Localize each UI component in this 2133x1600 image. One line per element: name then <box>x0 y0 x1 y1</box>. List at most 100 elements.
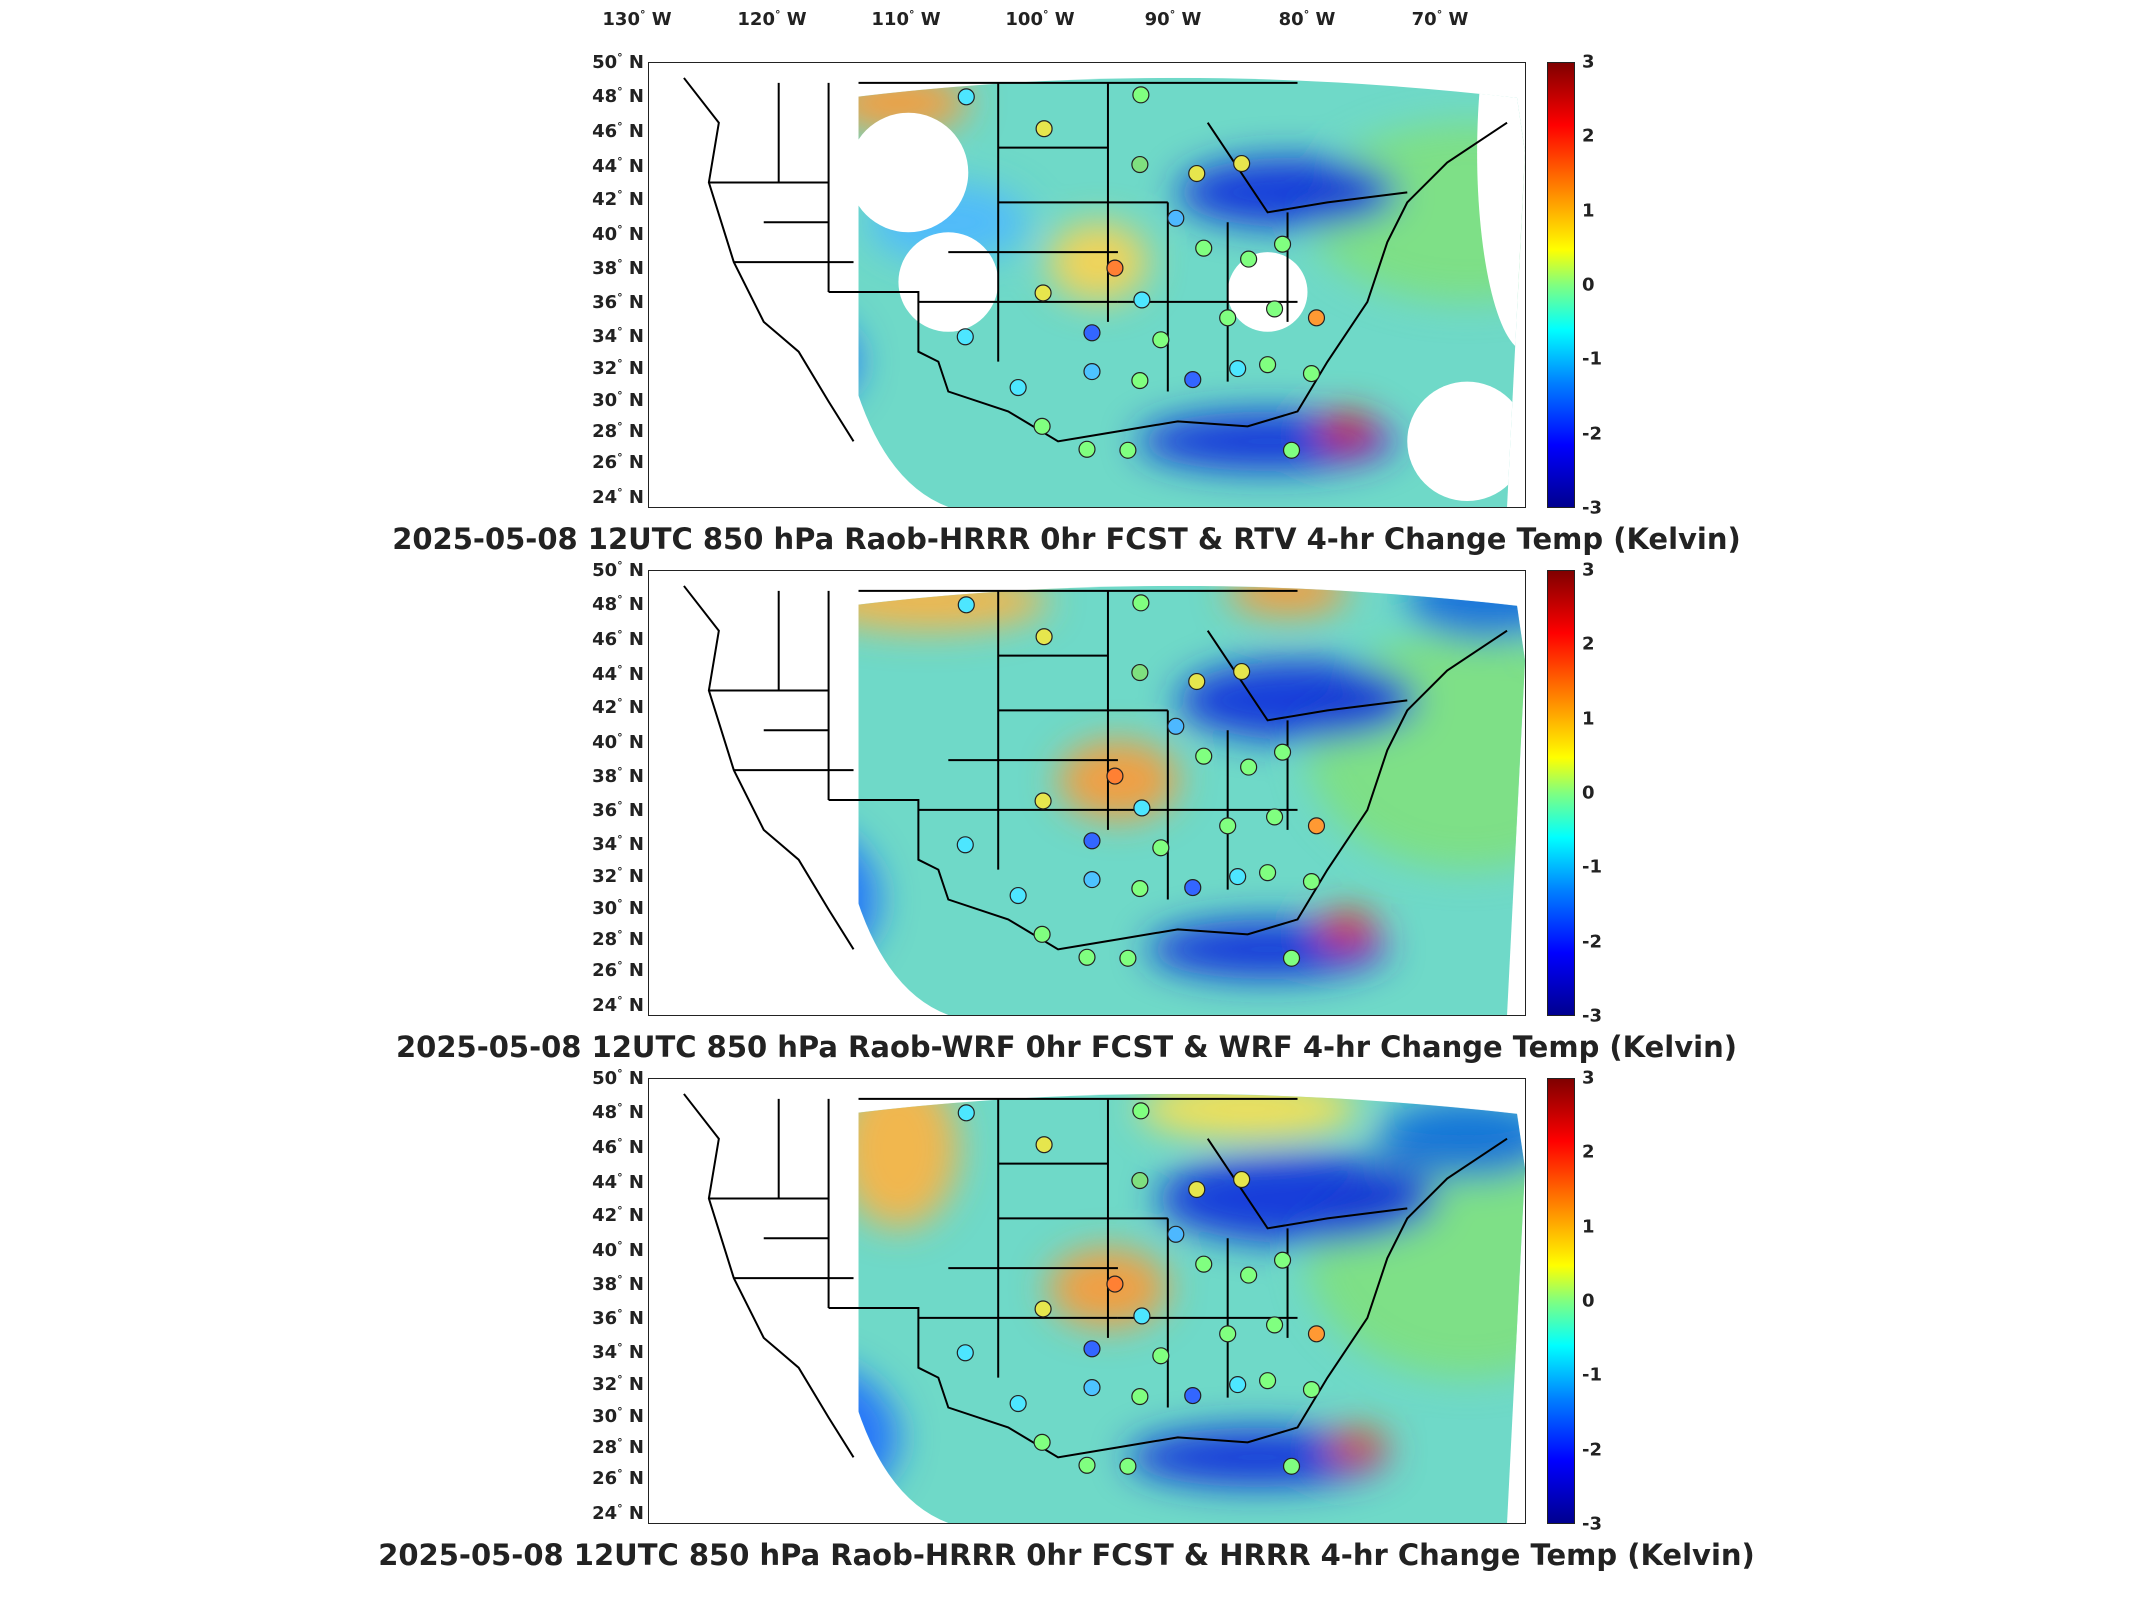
colorbar-ticks: 3 2 1 0 -1 -2 -3 <box>1582 1068 1622 1535</box>
latitude-tick-label: 34° N <box>592 1341 644 1364</box>
raob-station-marker <box>1083 1340 1101 1358</box>
raob-station-marker <box>1133 1307 1151 1325</box>
latitude-tick-label: 48° N <box>592 1101 644 1124</box>
raob-station-marker <box>1035 120 1053 138</box>
boundary-outline <box>828 1137 1508 1459</box>
colorbar-ticks: 3 2 1 0 -1 -2 -3 <box>1582 52 1622 519</box>
latitude-tick-label: 24° N <box>592 993 644 1016</box>
raob-station-marker <box>1184 1387 1202 1405</box>
raob-station-marker <box>1083 324 1101 342</box>
longitude-tick-label: 120° W <box>737 8 807 30</box>
boundary-outline <box>1117 1138 1408 1408</box>
colorbar-tick-label: -3 <box>1582 1513 1602 1535</box>
latitude-tick-label: 24° N <box>592 1501 644 1524</box>
latitude-tick-label: 50° N <box>592 559 644 581</box>
longitude-tick-label: 130° W <box>602 8 672 30</box>
panel-title: 2025-05-08 12UTC 850 hPa Raob-HRRR 0hr F… <box>392 522 1741 556</box>
latitude-tick-label: 30° N <box>592 389 644 412</box>
raob-station-marker <box>1240 1266 1258 1284</box>
raob-station-marker <box>1131 1171 1149 1190</box>
boundary-outline <box>683 1093 855 1458</box>
colorbar-tick-label: 1 <box>1582 200 1595 222</box>
raob-station-marker <box>1131 155 1149 174</box>
field-anomaly <box>1317 411 1378 452</box>
raob-station-marker <box>1302 873 1321 891</box>
colorbar-tick-label: 0 <box>1582 782 1595 804</box>
raob-station-marker <box>1219 817 1237 835</box>
latitude-tick-label: 46° N <box>592 627 644 650</box>
raob-station-marker <box>1195 1255 1213 1273</box>
missing-data-area <box>1407 381 1525 502</box>
colorbar-tick-label: 2 <box>1582 633 1595 655</box>
unshaded-west <box>649 1079 859 1523</box>
raob-station-marker <box>1273 235 1292 253</box>
latitude-tick-label: 32° N <box>592 356 644 379</box>
colorbar <box>1547 1078 1575 1524</box>
raob-station-marker <box>1034 284 1052 302</box>
latitude-tick-label: 44° N <box>592 155 644 178</box>
latitude-tick-label: 30° N <box>592 897 644 920</box>
colorbar-tick-label: -2 <box>1582 931 1602 953</box>
colorbar-tick-label: 1 <box>1582 1216 1595 1238</box>
raob-station-marker <box>1307 309 1326 327</box>
raob-station-marker <box>1302 1381 1321 1399</box>
temperature-change-map <box>648 570 1526 1016</box>
missing-data-area <box>1227 252 1308 332</box>
latitude-tick-label: 26° N <box>592 958 644 981</box>
latitude-tick-label: 28° N <box>592 927 644 950</box>
raob-station-marker <box>1119 441 1137 459</box>
latitude-tick-label: 36° N <box>592 798 644 821</box>
latitude-tick-label: 42° N <box>592 1204 644 1227</box>
raob-station-marker <box>1259 864 1277 882</box>
latitude-axis: 50° N 48° N 46° N 44° N 42° N 40° N 38° N 36° N… <box>580 559 644 1016</box>
field-anomaly <box>1157 1153 1438 1244</box>
latitude-axis: 50° N 48° N 46° N 44° N 42° N 40° N 38° N 36° N… <box>580 51 644 508</box>
map-canvas <box>649 1079 1525 1523</box>
raob-station-marker <box>1132 86 1150 104</box>
raob-station-marker <box>1307 1325 1326 1343</box>
raob-station-marker <box>1240 758 1258 776</box>
raob-station-marker <box>1106 259 1124 277</box>
latitude-tick-label: 46° N <box>592 119 644 142</box>
raob-station-marker <box>1184 371 1202 389</box>
boundary-outline <box>708 82 854 292</box>
raob-station-marker <box>1233 154 1251 173</box>
raob-station-marker <box>1106 1275 1124 1293</box>
colorbar-tick-label: -1 <box>1582 348 1602 370</box>
raob-station-marker <box>1265 1316 1284 1334</box>
raob-station-marker <box>1152 839 1170 857</box>
latitude-tick-label: 32° N <box>592 864 644 887</box>
latitude-tick-label: 48° N <box>592 85 644 108</box>
latitude-tick-label: 38° N <box>592 765 644 788</box>
colorbar-tick-label: -1 <box>1582 856 1602 878</box>
latitude-tick-label: 38° N <box>592 1273 644 1296</box>
raob-station-marker <box>1119 1457 1137 1475</box>
latitude-axis: 50° N 48° N 46° N 44° N 42° N 40° N 38° N 36° N… <box>580 1067 644 1524</box>
raob-station-marker <box>957 596 975 614</box>
colorbar-tick-label: 3 <box>1582 51 1595 73</box>
raob-station-marker <box>1152 331 1170 349</box>
boundary-outline <box>828 629 1508 951</box>
raob-station-marker <box>1131 372 1149 390</box>
raob-station-marker <box>1106 767 1124 785</box>
temperature-change-map <box>648 62 1526 508</box>
missing-data-area <box>898 232 999 332</box>
raob-station-marker <box>1078 1456 1096 1474</box>
latitude-tick-label: 42° N <box>592 188 644 211</box>
colorbar-ticks: 3 2 1 0 -1 -2 -3 <box>1582 560 1622 1027</box>
colorbar-tick-label: 2 <box>1582 125 1595 147</box>
latitude-tick-label: 40° N <box>592 222 644 245</box>
raob-station-marker <box>1229 360 1247 378</box>
raob-station-marker <box>1188 1180 1206 1199</box>
colorbar-tick-label: -1 <box>1582 1364 1602 1386</box>
latitude-tick-label: 34° N <box>592 325 644 348</box>
colorbar-tick-label: 0 <box>1582 274 1595 296</box>
latitude-tick-label: 40° N <box>592 730 644 753</box>
latitude-tick-label: 26° N <box>592 1466 644 1489</box>
raob-station-marker <box>1167 717 1185 735</box>
boundary-outline <box>858 1097 1298 1378</box>
field-anomaly <box>1317 909 1378 950</box>
field-anomaly <box>848 585 1049 631</box>
raob-station-marker <box>1307 817 1326 835</box>
longitude-tick-label: 90° W <box>1144 8 1202 30</box>
